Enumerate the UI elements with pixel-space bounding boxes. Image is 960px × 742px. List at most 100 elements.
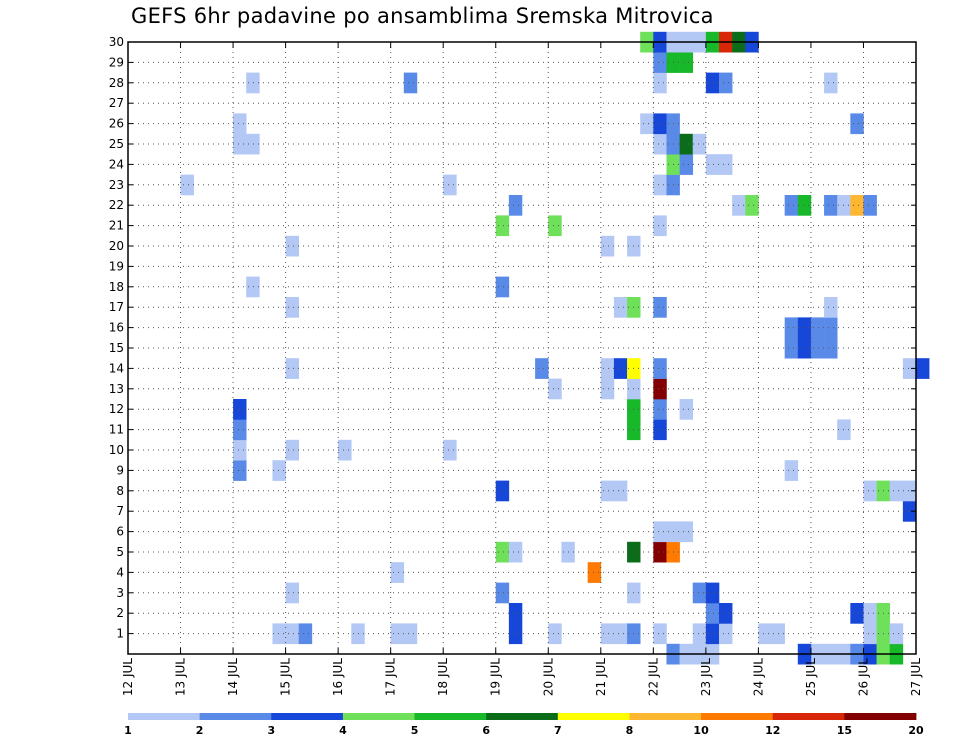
heatmap-cell [653,358,667,379]
heatmap-cell [285,582,300,604]
x-tick-label: 21 JUL [594,658,608,696]
heatmap-cell [548,378,562,400]
heatmap-cell [705,72,720,94]
legend-tick-label: 15 [837,724,852,737]
legend-swatch [844,713,917,720]
x-axis: 12 JUL 13 JUL 14 JUL 15 JUL 16 JUL 17 JUL 18 J… [121,42,923,696]
legend-tick-label: 6 [482,724,490,737]
x-tick-label: 27 JUL [909,658,923,696]
chart-title: GEFS 6hr padavine po ansamblima Sremska … [131,4,714,28]
grid-lines [128,41,916,654]
x-tick-label: 17 JUL [384,658,398,696]
heatmap-cell [246,72,260,94]
heatmap-cell [810,337,825,359]
heatmap-cell [902,358,917,379]
heatmap-cell [508,195,523,216]
legend-swatch [414,713,487,720]
legend-tick-label: 10 [693,724,709,737]
heatmap-cell [613,358,628,379]
heatmap-cell [390,562,405,583]
heatmap-cell [705,582,720,604]
legend-swatch [701,713,774,720]
heatmap-cell [640,113,654,135]
y-tick-label: 13 [109,382,124,396]
heatmap-cell [285,439,300,461]
x-tick-label: 26 JUL [856,658,870,696]
heatmap-cell [824,337,838,359]
y-tick-label: 6 [116,525,124,539]
heatmap-cell [705,623,720,645]
heatmap-cell [653,72,667,94]
heatmap-cell [272,623,286,645]
heatmap-cell [600,378,615,400]
heatmap-cell [613,480,628,502]
y-tick-label: 25 [109,137,124,151]
heatmap-cell [653,215,667,237]
legend-swatch [271,713,344,720]
legend-swatch [342,713,415,720]
heatmap-cell [679,133,694,155]
heatmap-cell [705,154,720,175]
heatmap-cell [850,603,864,624]
y-tick-label: 12 [109,402,124,416]
y-tick-label: 1 [116,627,124,641]
heatmap-cell [351,623,365,645]
y-tick-label: 10 [109,443,124,457]
heatmap-cell [338,439,352,461]
heatmap-cell [784,317,799,339]
x-tick-label: 14 JUL [226,658,240,696]
heatmap-cell [784,460,799,481]
y-tick-label: 9 [116,463,124,477]
heatmap-cell [233,439,247,461]
heatmap-cell [850,195,864,216]
heatmap-cell [863,195,877,216]
y-tick-label: 28 [109,76,124,90]
y-tick-label: 18 [109,280,124,294]
y-tick-label: 23 [109,178,124,192]
legend-swatch [557,713,630,720]
heatmap-cell [298,623,313,645]
heatmap-cell [797,195,812,216]
y-tick-label: 8 [116,484,124,498]
heatmap-cell [824,317,838,339]
heatmap-cell [443,439,457,461]
heatmap-cell [233,133,247,155]
heatmap-cell [600,480,615,502]
y-tick-label: 14 [109,361,124,375]
heatmap-cell [653,419,667,441]
x-tick-label: 20 JUL [541,658,555,696]
heatmap-cell [692,133,707,155]
y-axis: 1234567891011121314151617181920212223242… [109,35,916,641]
y-tick-label: 19 [109,259,124,273]
heatmap-cell [679,52,694,73]
y-tick-label: 30 [109,35,124,49]
heatmap-cell [272,460,286,481]
legend-swatch [199,713,272,720]
heatmap-cell [745,195,759,216]
heatmap-cells [180,31,930,665]
heatmap-cell [784,337,799,359]
heatmap-cell [797,337,812,359]
heatmap-cell [508,541,523,563]
heatmap-cell [850,113,864,135]
heatmap-cell [495,541,510,563]
y-tick-label: 22 [109,198,124,212]
heatmap-cell [285,358,300,379]
heatmap-cell [180,174,194,196]
y-tick-label: 4 [116,565,124,579]
x-tick-label: 15 JUL [279,658,293,696]
heatmap-cell [719,623,733,645]
x-tick-label: 18 JUL [436,658,450,696]
heatmap-cell [784,195,799,216]
heatmap-cell [548,623,562,645]
heatmap-cell [692,623,707,645]
heatmap-cell [233,419,247,441]
x-tick-label: 22 JUL [646,658,660,696]
heatmap-cell [613,623,628,645]
heatmap-cell [889,480,904,502]
heatmap-cell [653,52,667,73]
heatmap-cell [863,623,877,645]
heatmap-cell [403,623,418,645]
heatmap-cell [285,235,300,257]
heatmap-cell [495,582,510,604]
